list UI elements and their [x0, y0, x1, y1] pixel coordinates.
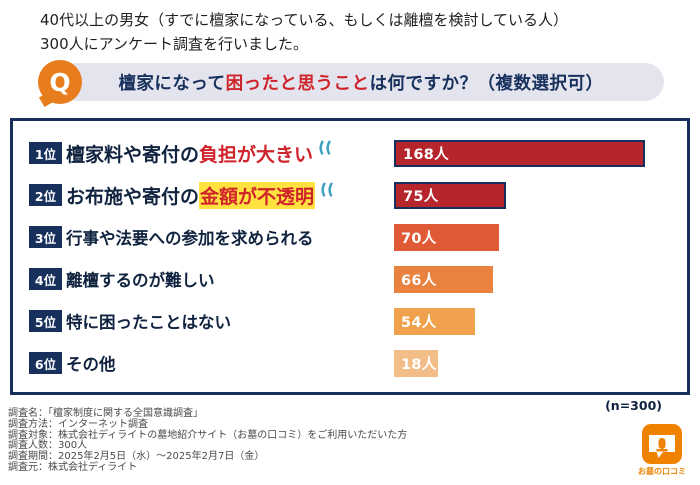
question-prefix: 檀家になって	[118, 73, 226, 94]
ohakano-kuchikomi-logo: お墓の口コミ	[634, 424, 690, 477]
bar-track: 168人	[394, 139, 673, 167]
rank-badge: 2位	[29, 184, 62, 206]
chart-rows: 1位 檀家料や寄付の 負担が大きい 168人 2位 お布施や寄付の 金額が不透明 75人 3位行…	[29, 132, 673, 384]
value-label: 54人	[401, 314, 437, 331]
rank-badge: 4位	[29, 268, 62, 290]
footer-line: 調査名：「檀家制度に関する全国意識調査」	[8, 408, 203, 419]
bar: 168人	[394, 139, 646, 167]
answer-label: 特に困ったことはない	[66, 309, 394, 333]
bar: 70人	[394, 223, 499, 251]
answer-label-plain: 檀家料や寄付の	[66, 143, 200, 166]
value-label: 70人	[401, 230, 437, 247]
question-suffix: は何ですか？（複数選択可）	[369, 73, 604, 94]
question-banner: 檀家になって 困ったと思うこと は何ですか？（複数選択可）	[58, 63, 664, 101]
logo-text: お墓の口コミ	[638, 467, 686, 476]
rank-badge: 6位	[29, 352, 62, 374]
footer-line: 調査元：株式会社ディライト	[8, 461, 138, 473]
intro-text: 40代以上の男女（すでに檀家になっている、もしくは離檀を検討している人） 300…	[40, 9, 568, 56]
answer-label: お布施や寄付の 金額が不透明	[66, 181, 394, 209]
question-header: Q 檀家になって 困ったと思うこと は何ですか？（複数選択可）	[38, 60, 664, 104]
bar-track: 75人	[394, 181, 673, 209]
sweat-mark-icon	[319, 140, 331, 155]
bar-track: 54人	[394, 307, 673, 335]
sweat-mark-icon	[321, 182, 333, 197]
answer-label-plain: 行事や法要への参加を求められる	[66, 229, 314, 248]
answer-label-emphasis: 金額が不透明	[199, 181, 316, 209]
bar-track: 18人	[394, 349, 673, 377]
answer-label: その他	[66, 351, 394, 375]
answer-label: 檀家料や寄付の 負担が大きい	[66, 140, 394, 167]
footer-line: 調査期間：2025年2月5日（水）～2025年2月7日（金）	[8, 451, 265, 463]
footer-line: 調査人数：300人	[8, 440, 88, 452]
answer-label-emphasis: 負担が大きい	[199, 143, 314, 166]
chart-row-2: 2位 お布施や寄付の 金額が不透明 75人	[29, 174, 673, 216]
chart-row-3: 3位 行事や法要への参加を求められる 70人	[29, 216, 673, 258]
footer-line: 調査方法：インターネット調査	[8, 418, 148, 430]
value-label: 18人	[401, 356, 437, 373]
answer-label: 離檀するのが難しい	[66, 267, 394, 291]
bar: 18人	[394, 349, 438, 377]
sample-size-label: (n=300)	[605, 398, 662, 413]
question-q-icon: Q	[38, 60, 82, 104]
answer-label-plain: 離檀するのが難しい	[66, 271, 215, 290]
value-label: 66人	[401, 272, 437, 289]
chart-row-6: 6位 その他 18人	[29, 342, 673, 384]
chart-row-5: 5位 特に困ったことはない 54人	[29, 300, 673, 342]
footer-line: 調査対象：株式会社ディライトの墓地紹介サイト（お墓の口コミ）をご利用いただいた方	[8, 429, 408, 441]
rank-badge: 5位	[29, 310, 62, 332]
bar-track: 66人	[394, 265, 673, 293]
intro-line-2: 300人にアンケート調査を行いました。	[40, 34, 309, 53]
footer-notes: 調査名：「檀家制度に関する全国意識調査」 調査方法：インターネット調査 調査対象：株…	[8, 408, 408, 474]
bar: 54人	[394, 307, 475, 335]
rank-badge: 3位	[29, 226, 62, 248]
answer-label: 行事や法要への参加を求められる	[66, 225, 394, 249]
chart-panel: 1位 檀家料や寄付の 負担が大きい 168人 2位 お布施や寄付の 金額が不透明 75人 3位行…	[10, 118, 690, 395]
logo-icon	[642, 424, 682, 464]
question-highlight: 困ったと思うこと	[225, 73, 370, 94]
rank-badge: 1位	[29, 142, 62, 164]
chart-row-1: 1位 檀家料や寄付の 負担が大きい 168人	[29, 132, 673, 174]
answer-label-plain: 特に困ったことはない	[66, 313, 231, 332]
bar: 66人	[394, 265, 493, 293]
chart-row-4: 4位 離檀するのが難しい 66人	[29, 258, 673, 300]
answer-label-plain: お布施や寄付の	[66, 185, 200, 208]
value-label: 75人	[403, 188, 439, 205]
answer-label-plain: その他	[66, 355, 116, 374]
bar-track: 70人	[394, 223, 673, 251]
value-label: 168人	[403, 146, 449, 163]
intro-line-1: 40代以上の男女（すでに檀家になっている、もしくは離檀を検討している人）	[40, 11, 569, 29]
bar: 75人	[394, 181, 507, 209]
